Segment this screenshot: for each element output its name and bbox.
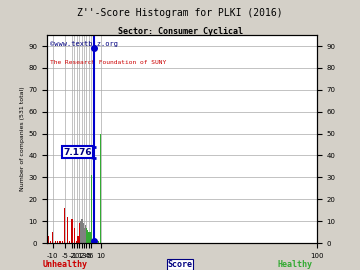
Bar	[85, 230, 86, 243]
Bar	[67, 217, 68, 243]
Bar	[59, 241, 60, 243]
Bar	[80, 223, 81, 243]
Text: ©www.textbiz.org: ©www.textbiz.org	[50, 41, 117, 47]
Bar	[77, 239, 78, 243]
Bar	[89, 237, 90, 243]
Bar	[62, 241, 63, 243]
Text: Sector: Consumer Cyclical: Sector: Consumer Cyclical	[117, 27, 243, 36]
Bar	[78, 239, 79, 243]
Bar	[50, 241, 51, 243]
Bar	[81, 219, 82, 243]
Bar	[85, 225, 86, 243]
Text: 7.176: 7.176	[63, 148, 92, 157]
Bar	[74, 228, 75, 243]
Text: Score: Score	[167, 260, 193, 269]
Text: Healthy: Healthy	[278, 260, 313, 269]
Bar	[48, 237, 49, 243]
Bar	[86, 232, 87, 243]
Bar	[64, 208, 66, 243]
Bar	[93, 61, 94, 243]
Y-axis label: Number of companies (531 total): Number of companies (531 total)	[20, 87, 25, 191]
Bar	[82, 219, 84, 243]
Bar	[84, 228, 85, 243]
Bar	[92, 239, 93, 243]
Bar	[90, 232, 91, 243]
Bar	[86, 228, 87, 243]
Bar	[77, 237, 78, 243]
Bar	[52, 232, 53, 243]
Bar	[69, 241, 70, 243]
Text: Unhealthy: Unhealthy	[42, 260, 87, 269]
Bar	[91, 175, 92, 243]
Bar	[98, 241, 99, 243]
Bar	[84, 230, 85, 243]
Bar	[83, 223, 84, 243]
Bar	[81, 221, 82, 243]
Bar	[87, 230, 88, 243]
Bar	[88, 234, 89, 243]
Bar	[82, 221, 83, 243]
Bar	[57, 241, 58, 243]
Bar	[90, 237, 91, 243]
Text: The Research Foundation of SUNY: The Research Foundation of SUNY	[50, 60, 166, 65]
Bar	[79, 223, 80, 243]
Bar	[55, 241, 56, 243]
Bar	[100, 134, 102, 243]
Bar	[72, 219, 73, 243]
Bar	[76, 241, 77, 243]
Bar	[88, 232, 89, 243]
Bar	[79, 239, 80, 243]
Bar	[95, 241, 96, 243]
Text: Z''-Score Histogram for PLKI (2016): Z''-Score Histogram for PLKI (2016)	[77, 8, 283, 18]
